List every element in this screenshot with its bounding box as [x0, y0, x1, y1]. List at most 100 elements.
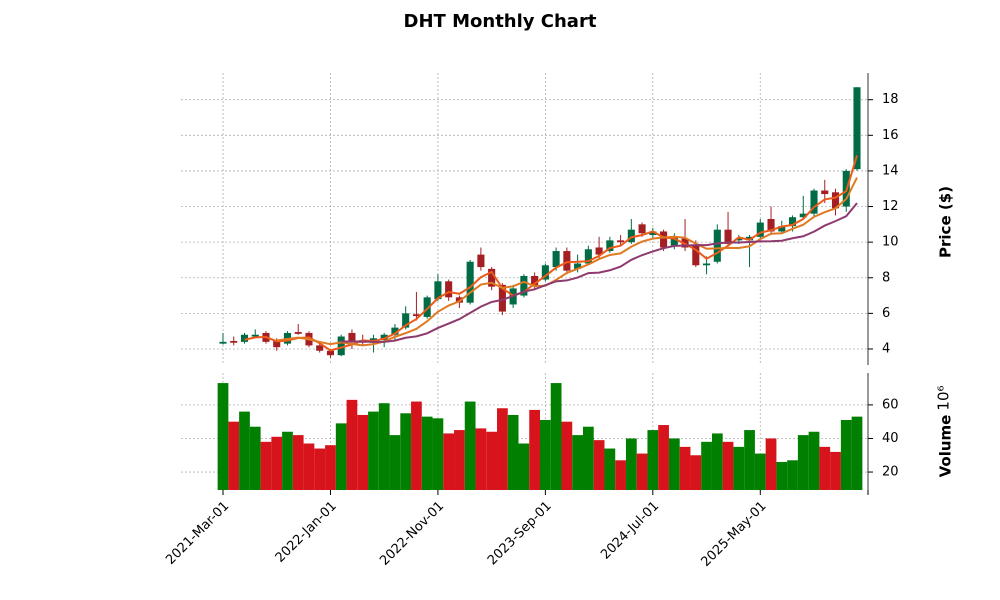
volume-bar — [625, 438, 637, 490]
y-tick-label: 16 — [882, 128, 899, 143]
candle-body — [563, 251, 571, 271]
candle-body — [724, 229, 732, 244]
candle-body — [445, 281, 453, 298]
volume-bar — [292, 435, 304, 490]
candle-body — [788, 217, 797, 227]
volume-bar — [572, 435, 583, 490]
volume-bar — [454, 430, 465, 490]
candle-body — [477, 254, 485, 268]
candle-body — [853, 87, 861, 170]
volume-bar — [540, 420, 551, 490]
candle-body — [380, 334, 388, 341]
candle-body — [831, 192, 840, 209]
candle-body — [316, 345, 324, 351]
candle-body — [799, 213, 807, 218]
candle-body — [434, 281, 442, 300]
volume-bar — [271, 436, 283, 490]
candle-body — [240, 334, 249, 342]
volume-bar — [325, 445, 336, 490]
candle-body — [756, 222, 764, 237]
candle-body — [251, 334, 259, 337]
x-tick-label: 2021-Mar-01 — [163, 499, 232, 568]
volume-bar — [819, 446, 831, 490]
candle-body — [627, 229, 635, 243]
volume-bar — [346, 399, 358, 490]
volume-bar — [679, 446, 691, 490]
candle-body — [498, 284, 506, 312]
volume-bar — [561, 421, 573, 490]
candle-body — [778, 226, 786, 232]
volume-bar — [797, 435, 809, 490]
volume-bar — [411, 401, 422, 490]
volume-bar — [228, 421, 240, 490]
candle-body — [391, 327, 399, 335]
candle-body — [219, 341, 227, 344]
candle-body — [541, 265, 549, 280]
y-tick-label: 40 — [882, 431, 899, 446]
moving-average-line — [276, 177, 858, 347]
y-tick-label: 14 — [882, 163, 899, 178]
y-tick-label: 4 — [882, 341, 890, 356]
volume-bar — [711, 433, 723, 490]
price-axis-label: Price ($) — [937, 186, 955, 258]
volume-bar — [529, 409, 540, 490]
volume-bar — [776, 461, 788, 490]
candle-body — [552, 251, 560, 268]
candle-body — [348, 332, 356, 342]
volume-bar — [518, 443, 530, 490]
volume-bar — [486, 431, 498, 490]
volume-bar — [765, 438, 777, 490]
candle-body — [821, 190, 829, 195]
y-tick-label: 6 — [882, 306, 890, 321]
moving-average-line — [341, 202, 858, 343]
candle-body — [692, 245, 700, 266]
volume-bar — [368, 411, 379, 490]
candle-body — [412, 314, 420, 317]
y-tick-label: 12 — [882, 199, 899, 214]
volume-bar — [701, 441, 712, 490]
volume-bar — [808, 431, 820, 490]
x-tick-label: 2024-Jul-01 — [598, 499, 662, 563]
candle-body — [488, 268, 496, 287]
volume-bar — [475, 428, 487, 490]
moving-average-line — [244, 155, 858, 352]
x-tick-label: 2025-May-01 — [698, 499, 769, 570]
candle-body — [230, 340, 238, 343]
volume-bar — [668, 438, 680, 490]
volume-bar — [658, 425, 669, 490]
volume-bar — [582, 426, 594, 490]
volume-bar — [840, 420, 852, 490]
candle-body — [294, 332, 302, 334]
volume-bar — [432, 418, 444, 490]
y-tick-label: 18 — [882, 92, 899, 107]
volume-bar — [260, 441, 272, 490]
volume-bar — [464, 401, 476, 490]
x-tick-label: 2022-Jan-01 — [273, 499, 340, 566]
volume-bar — [282, 431, 293, 490]
volume-axis-label: Volume — [937, 415, 955, 478]
candle-body — [735, 238, 743, 241]
chart-title: DHT Monthly Chart — [404, 11, 597, 32]
candle-body — [767, 219, 775, 232]
candle-body — [703, 263, 711, 266]
candle-body — [273, 340, 281, 348]
candle-body — [574, 263, 582, 269]
volume-bar — [400, 413, 412, 490]
candle-body — [745, 236, 754, 241]
y-tick-label: 8 — [882, 270, 890, 285]
volume-bar — [357, 414, 369, 490]
candle-body — [466, 261, 474, 303]
volume-bar — [497, 408, 508, 490]
volume-multiplier: 10⁶ — [935, 385, 953, 410]
candle-body — [531, 275, 539, 287]
candle-body — [337, 336, 345, 356]
candle-body — [584, 249, 592, 264]
volume-bar — [389, 435, 401, 490]
x-tick-label: 2022-Nov-01 — [377, 499, 447, 569]
volume-bar — [604, 448, 616, 490]
candle-body — [810, 190, 818, 214]
volume-bar — [722, 441, 734, 490]
volume-bar — [830, 451, 841, 490]
volume-bar — [507, 414, 519, 490]
